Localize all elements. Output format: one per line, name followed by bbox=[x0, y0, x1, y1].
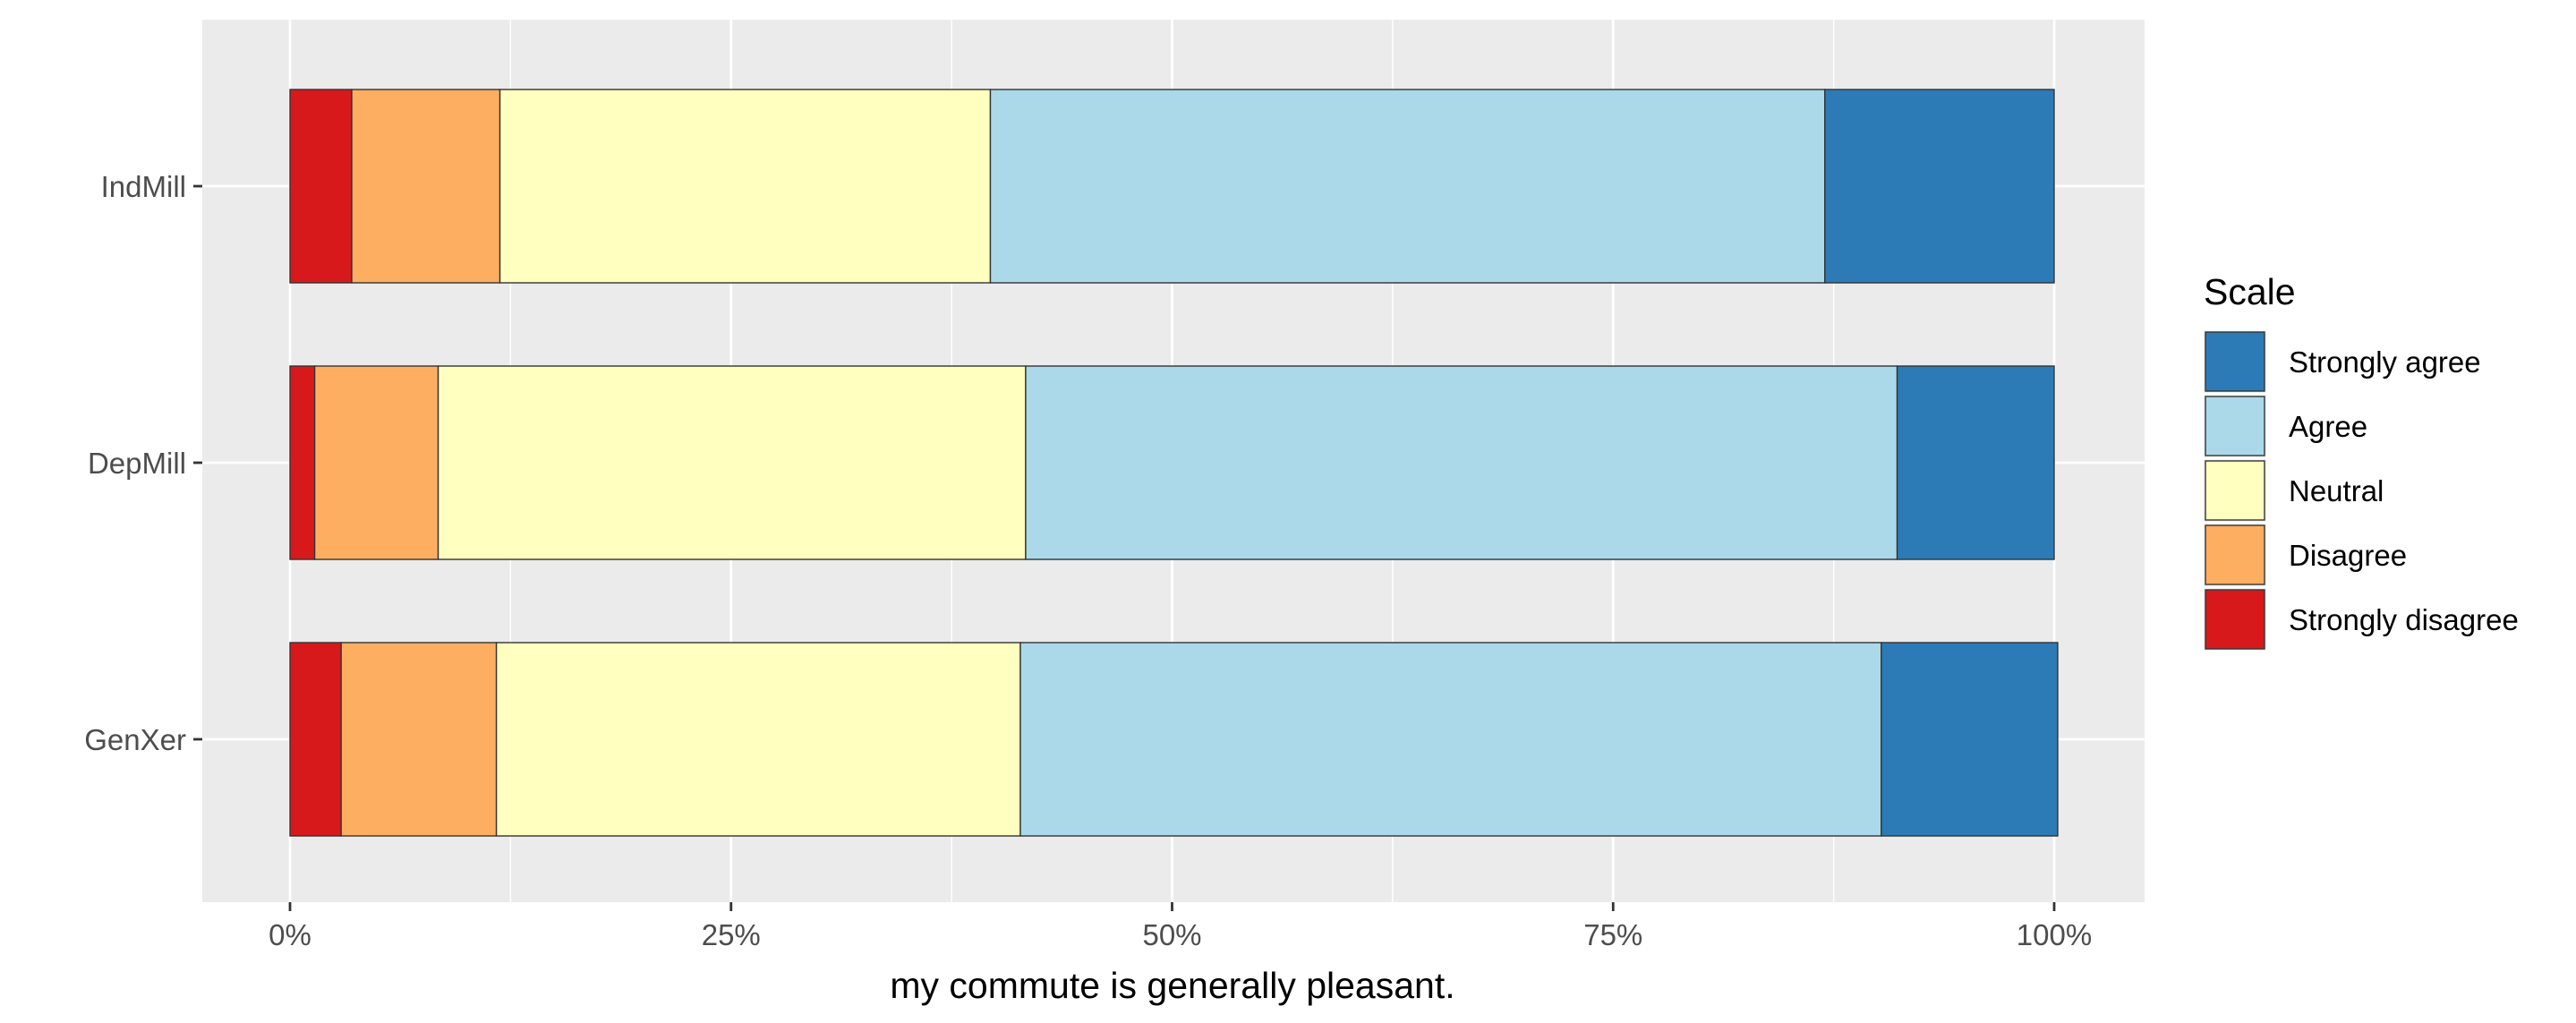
legend-swatch bbox=[2205, 396, 2265, 456]
bar-segment bbox=[1824, 89, 2055, 284]
legend-label: Strongly disagree bbox=[2289, 603, 2519, 636]
legend: Scale Strongly agree Agree Neutral Disagree… bbox=[2204, 271, 2519, 651]
bar-segment bbox=[289, 89, 353, 284]
x-axis: 0% 25% 50% 75% 100% bbox=[269, 902, 2092, 951]
legend-label: Neutral bbox=[2289, 474, 2384, 507]
legend-swatch bbox=[2205, 589, 2265, 650]
y-tick-label: DepMill bbox=[88, 447, 186, 480]
bar-segment bbox=[1881, 642, 2059, 837]
x-axis-title: my commute is generally pleasant. bbox=[890, 965, 1454, 1006]
bar-segment bbox=[437, 365, 1027, 560]
y-tick-label: GenXer bbox=[84, 723, 186, 756]
bar-segment bbox=[989, 89, 1826, 284]
x-tick-label: 25% bbox=[702, 918, 761, 951]
bar-segment bbox=[499, 89, 992, 284]
legend-label: Disagree bbox=[2289, 539, 2407, 572]
y-axis: IndMill DepMill GenXer bbox=[84, 170, 202, 756]
bar-segment bbox=[289, 365, 316, 560]
bar-segment bbox=[289, 642, 342, 837]
legend-title: Scale bbox=[2204, 271, 2296, 312]
x-tick-label: 100% bbox=[2017, 918, 2092, 951]
x-tick-label: 75% bbox=[1583, 918, 1642, 951]
bar-segment bbox=[1025, 365, 1898, 560]
bars bbox=[289, 89, 2059, 837]
x-tick-label: 50% bbox=[1142, 918, 1201, 951]
legend-swatch bbox=[2205, 460, 2265, 521]
legend-swatch bbox=[2205, 524, 2265, 585]
bar-segment bbox=[340, 642, 498, 837]
legend-swatch bbox=[2205, 331, 2265, 392]
bar-segment bbox=[495, 642, 1021, 837]
bar-segment bbox=[1896, 365, 2055, 560]
bar-segment bbox=[351, 89, 501, 284]
bar-segment bbox=[1019, 642, 1882, 837]
legend-label: Agree bbox=[2289, 410, 2367, 443]
y-tick-label: IndMill bbox=[101, 170, 186, 203]
legend-label: Strongly agree bbox=[2289, 345, 2481, 379]
x-tick-label: 0% bbox=[269, 918, 311, 951]
bar-segment bbox=[313, 365, 439, 560]
